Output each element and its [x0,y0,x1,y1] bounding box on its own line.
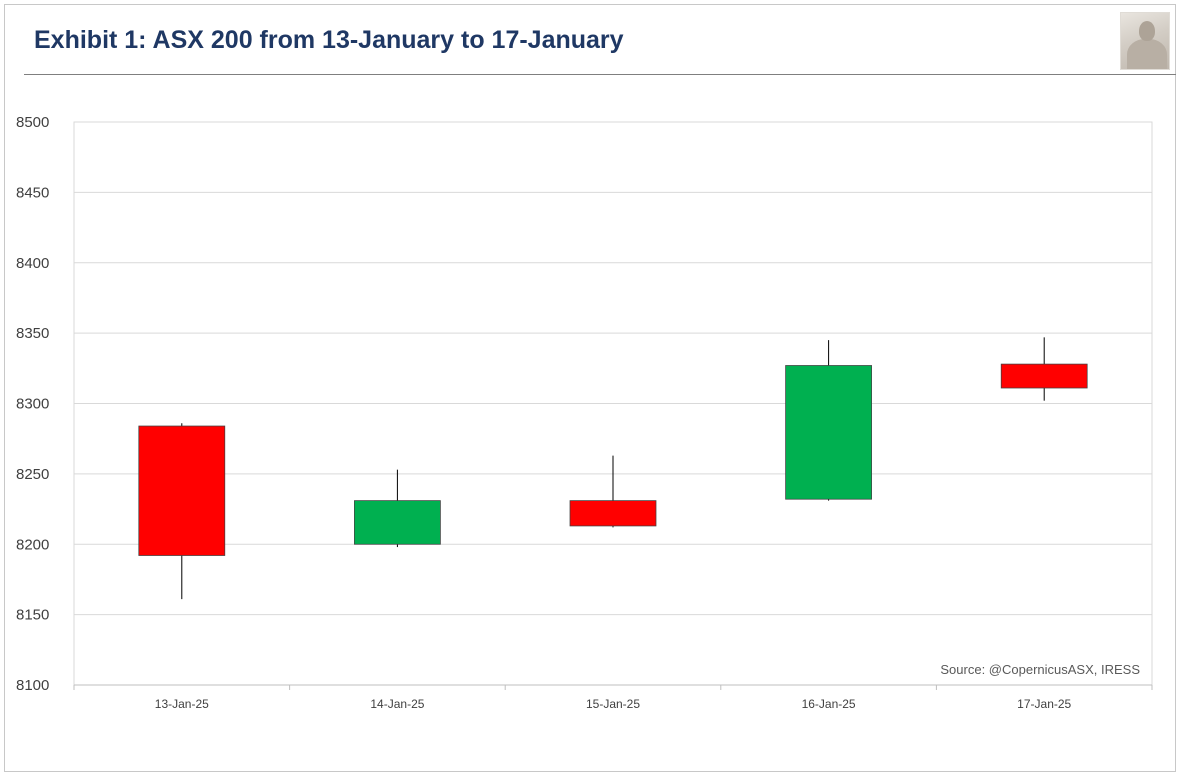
bust-head-shape [1139,21,1155,41]
y-tick-label: 8200 [16,536,49,553]
x-tick-label: 17-Jan-25 [1017,697,1071,711]
x-tick-label: 16-Jan-25 [802,697,856,711]
candle-14-Jan-25 [354,469,441,548]
y-tick-label: 8250 [16,466,49,483]
candle-16-Jan-25 [785,340,872,501]
chart-frame [4,4,1176,772]
y-tick-label: 8450 [16,184,49,201]
y-tick-label: 8150 [16,607,49,624]
x-tick-label: 14-Jan-25 [370,697,424,711]
source-note: Source: @CopernicusASX, IRESS [940,662,1140,677]
candle-15-Jan-25 [569,455,657,528]
x-tick-label: 15-Jan-25 [586,697,640,711]
x-tick-label: 13-Jan-25 [155,697,209,711]
y-tick-label: 8400 [16,255,49,272]
bust-body-shape [1127,39,1167,69]
y-tick-label: 8500 [16,114,49,131]
chart-title: Exhibit 1: ASX 200 from 13-January to 17… [34,26,624,54]
candle-body-down [1000,363,1088,389]
candle-body-down [569,500,657,527]
candle-body-down [138,425,226,556]
y-tick-label: 8350 [16,325,49,342]
title-divider [24,74,1176,75]
candle-body-up [354,500,441,545]
x-axis: 13-Jan-25 14-Jan-25 15-Jan-25 16-Jan-25 17-J… [73,684,1153,711]
candles [138,337,1088,600]
y-tick-label: 8300 [16,396,49,413]
y-tick-label: 8100 [16,677,49,694]
y-axis: 8100 8150 8200 8250 8300 8350 8400 8450 8500 [16,114,49,694]
copernicus-bust-logo-icon [1120,12,1170,70]
candle-13-Jan-25 [138,423,226,600]
gridlines [74,121,1152,686]
candle-body-up [785,365,872,500]
candle-17-Jan-25 [1000,337,1088,401]
